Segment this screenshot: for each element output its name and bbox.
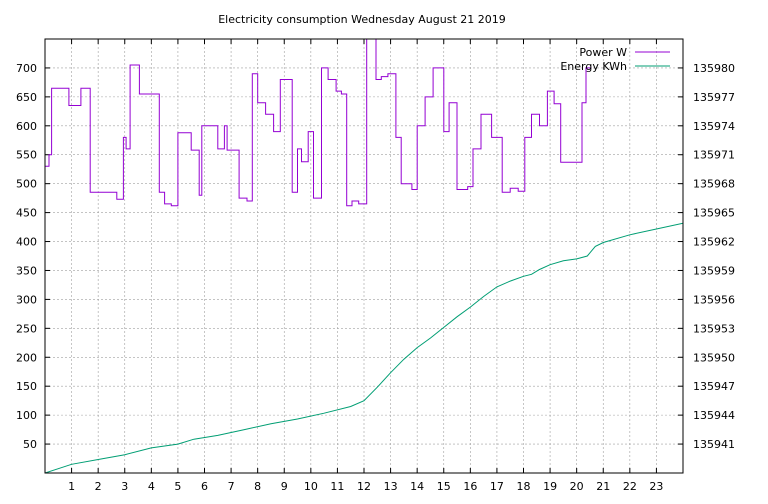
- y2-tick-label: 135977: [693, 91, 735, 104]
- x-tick-label: 11: [330, 480, 344, 493]
- y2-tick-label: 135956: [693, 293, 735, 306]
- plot-frame: [44, 38, 684, 474]
- x-tick-label: 9: [281, 480, 288, 493]
- y-tick-label: 50: [23, 438, 37, 451]
- x-tick-label: 6: [201, 480, 208, 493]
- x-tick-label: 21: [596, 480, 610, 493]
- y-tick-label: 200: [16, 351, 37, 364]
- x-tick-label: 23: [649, 480, 663, 493]
- y2-tick-label: 135965: [693, 207, 735, 220]
- y-tick-label: 600: [16, 120, 37, 133]
- tick-layer: 1 2 3 4 5 6 7 8 9 10 11 12 13 14 15 16 17 18 19 20 21 22 23501…: [16, 39, 735, 493]
- y-tick-label: 300: [16, 293, 37, 306]
- y-tick-label: 700: [16, 62, 37, 75]
- y2-tick-label: 135974: [693, 120, 735, 133]
- chart-title: Electricity consumption Wednesday August…: [218, 13, 506, 26]
- y-tick-label: 250: [16, 322, 37, 335]
- x-tick-label: 2: [95, 480, 102, 493]
- y-tick-label: 150: [16, 380, 37, 393]
- x-tick-label: 15: [437, 480, 451, 493]
- y-tick-label: 650: [16, 91, 37, 104]
- y-tick-label: 350: [16, 264, 37, 277]
- y2-tick-label: 135947: [693, 380, 735, 393]
- x-tick-label: 1: [68, 480, 75, 493]
- y2-tick-label: 135971: [693, 149, 735, 162]
- x-tick-label: 8: [254, 480, 261, 493]
- grid-layer: [45, 39, 683, 473]
- series-line-power-w: [45, 39, 592, 207]
- y2-tick-label: 135968: [693, 178, 735, 191]
- y2-tick-label: 135944: [693, 409, 735, 422]
- x-tick-label: 13: [384, 480, 398, 493]
- y-tick-label: 400: [16, 236, 37, 249]
- y-tick-label: 500: [16, 178, 37, 191]
- legend-label-power-w: Power W: [579, 46, 627, 59]
- x-tick-label: 22: [623, 480, 637, 493]
- series-line-energy-kwh: [45, 222, 683, 473]
- x-tick-label: 5: [174, 480, 181, 493]
- y-tick-label: 100: [16, 409, 37, 422]
- y2-tick-label: 135953: [693, 322, 735, 335]
- y2-tick-label: 135941: [693, 438, 735, 451]
- x-tick-label: 17: [490, 480, 504, 493]
- x-tick-label: 14: [410, 480, 424, 493]
- x-tick-label: 7: [228, 480, 235, 493]
- legend-label-energy-kwh: Energy KWh: [560, 60, 627, 73]
- y2-tick-label: 135959: [693, 264, 735, 277]
- series-layer: [45, 39, 683, 473]
- y2-tick-label: 135950: [693, 351, 735, 364]
- x-tick-label: 10: [304, 480, 318, 493]
- x-tick-label: 3: [121, 480, 128, 493]
- y-tick-label: 450: [16, 207, 37, 220]
- x-tick-label: 20: [570, 480, 584, 493]
- x-tick-label: 19: [543, 480, 557, 493]
- x-tick-label: 4: [148, 480, 155, 493]
- x-tick-label: 18: [517, 480, 531, 493]
- x-tick-label: 12: [357, 480, 371, 493]
- y2-tick-label: 135962: [693, 236, 735, 249]
- y2-tick-label: 135980: [693, 62, 735, 75]
- y-tick-label: 550: [16, 149, 37, 162]
- x-tick-label: 16: [463, 480, 477, 493]
